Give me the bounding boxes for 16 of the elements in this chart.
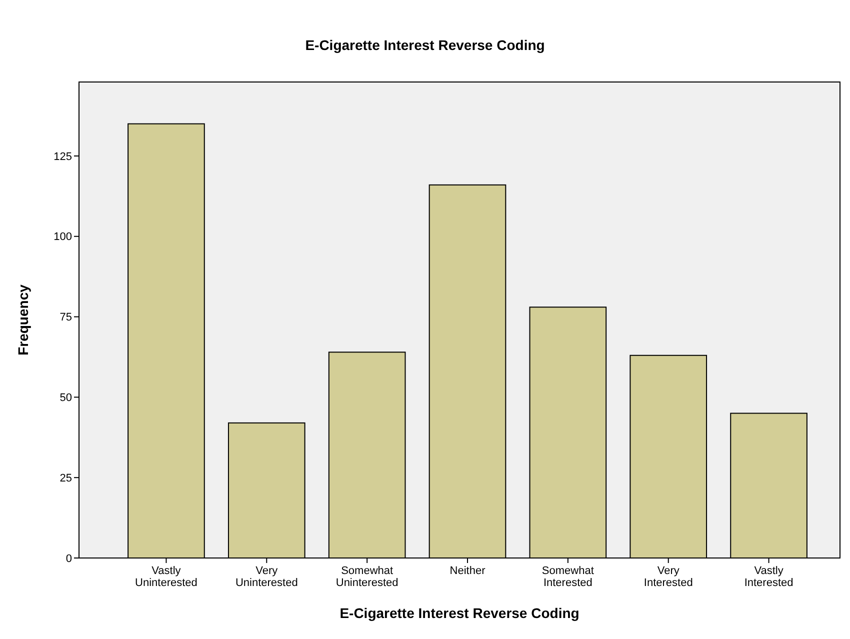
x-tick-label: Very Interested [644, 565, 693, 589]
x-tick-label: Vastly Uninterested [135, 565, 198, 589]
y-tick-label: 0 [66, 552, 72, 565]
y-tick-label: 50 [60, 392, 72, 404]
chart-title: E-Cigarette Interest Reverse Coding [305, 37, 545, 53]
y-tick-label: 25 [60, 472, 72, 484]
y-tick-label: 75 [60, 312, 72, 324]
x-tick-label: Neither [450, 565, 486, 577]
y-axis-title: Frequency [15, 284, 31, 356]
x-axis-title: E-Cigarette Interest Reverse Coding [340, 605, 580, 621]
y-tick-label: 100 [54, 231, 72, 244]
x-tick-label: Very Uninterested [235, 565, 298, 589]
y-tick-label: 125 [54, 150, 72, 163]
x-tick-label: Vastly Interested [744, 565, 794, 589]
x-tick-label: Somewhat Interested [542, 565, 594, 589]
x-tick-label: Somewhat Uninterested [336, 565, 398, 589]
